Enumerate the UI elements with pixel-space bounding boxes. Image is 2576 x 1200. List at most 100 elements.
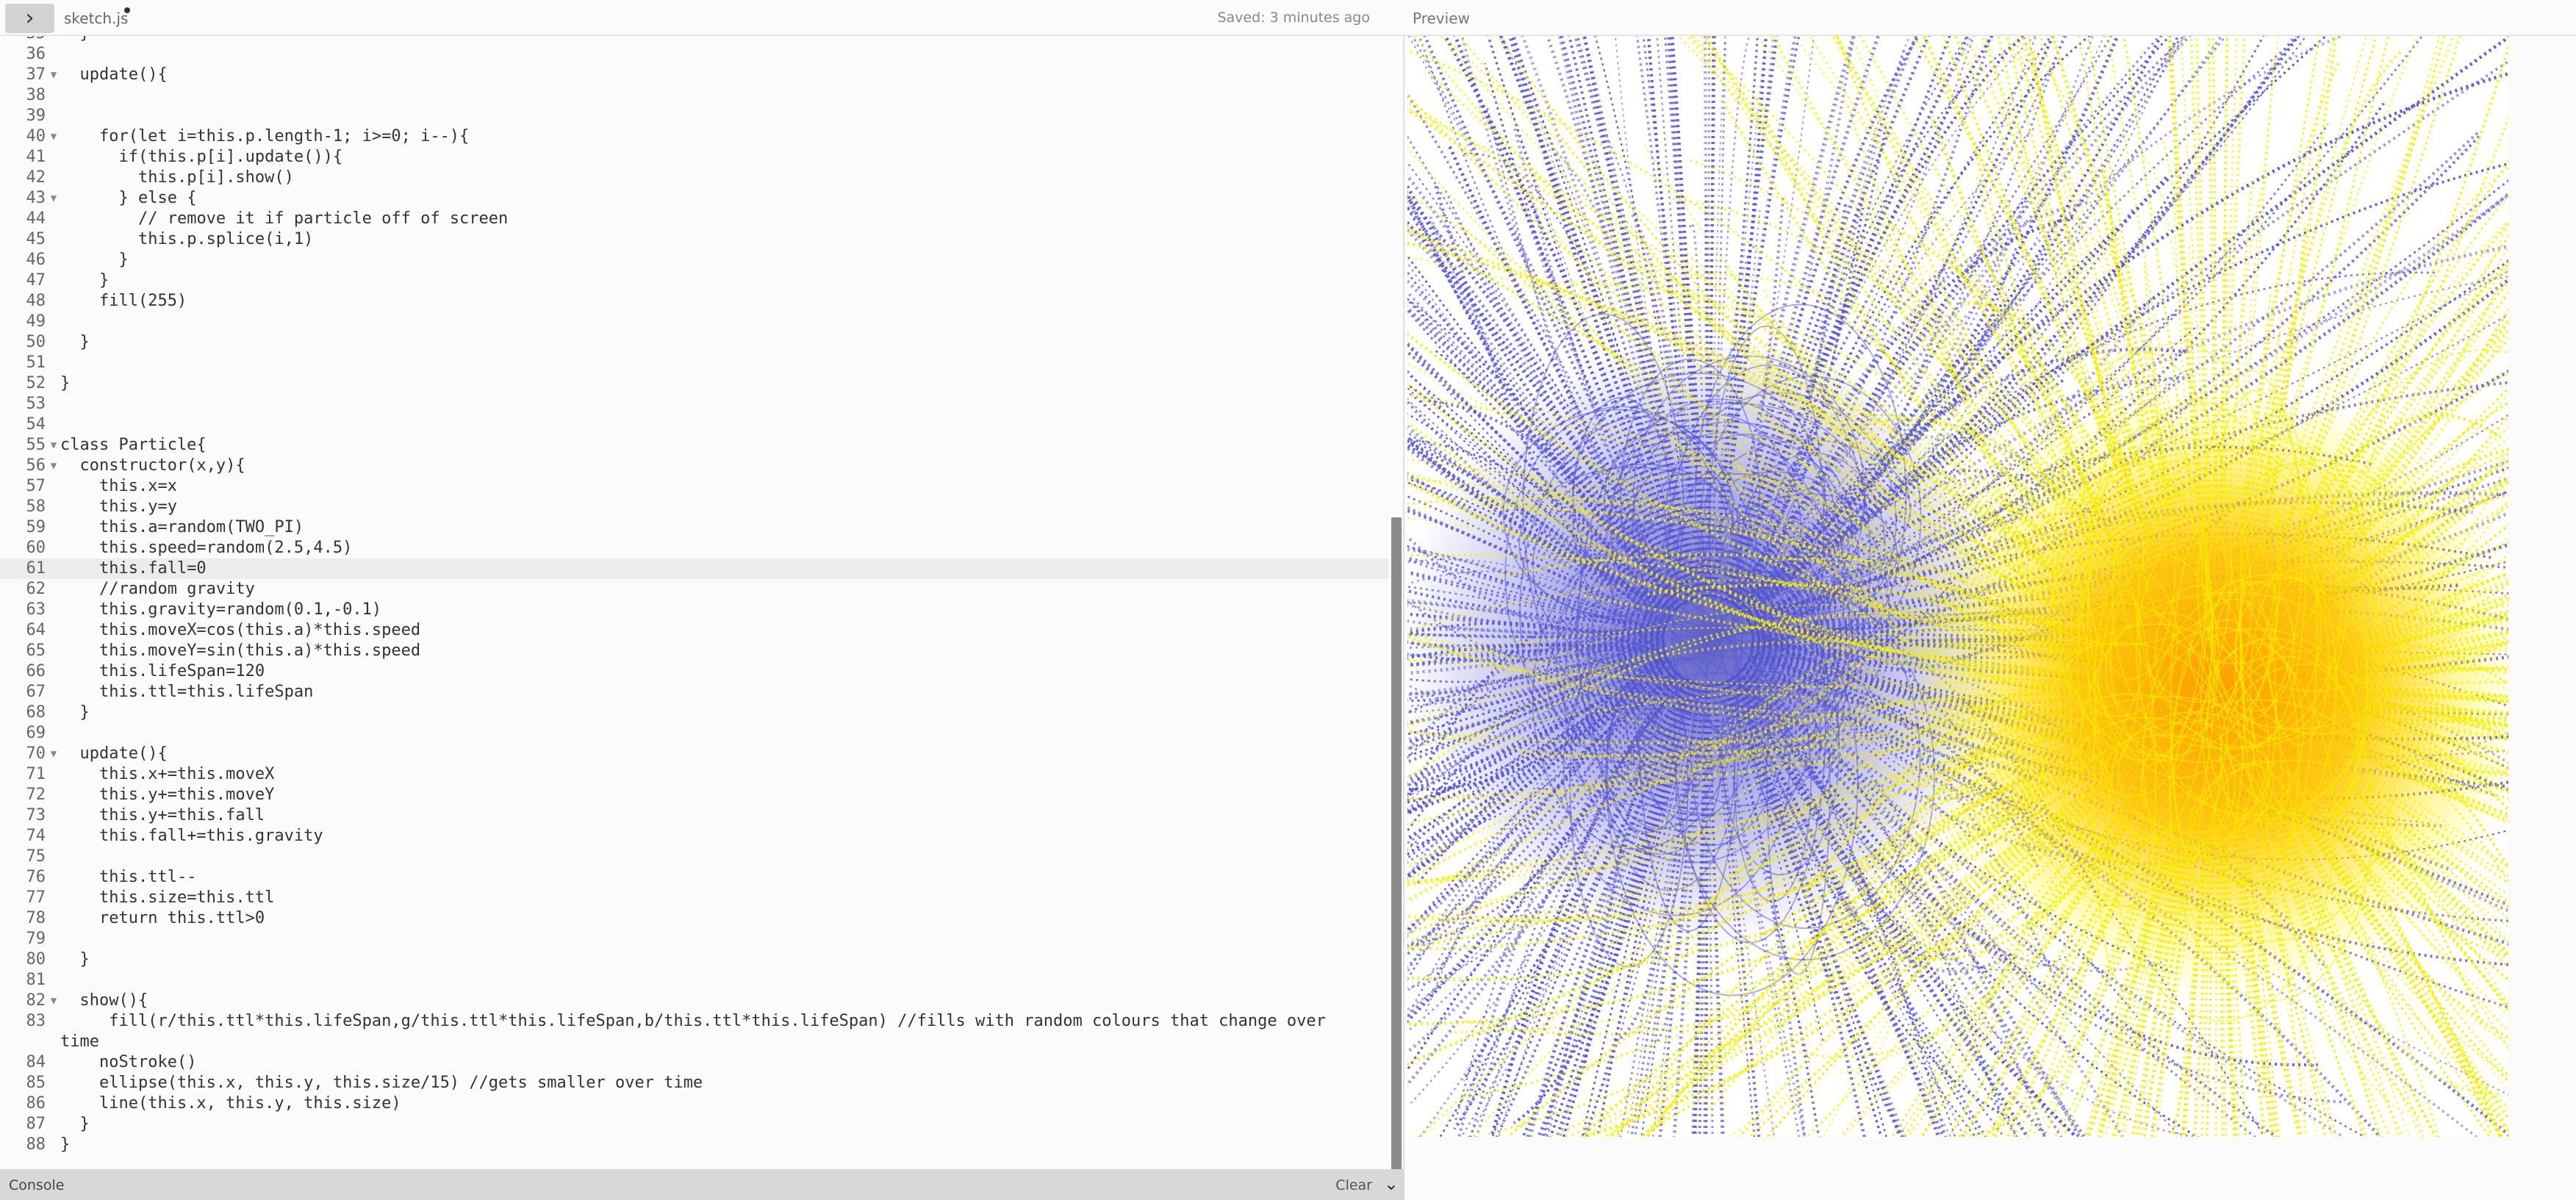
code-text: fill(r/this.ttl*this.lifeSpan,g/this.ttl… <box>60 1012 1336 1051</box>
particle-trail <box>1721 493 1898 615</box>
code-text <box>60 85 1389 106</box>
code-text: for(let i=this.p.length-1; i>=0; i--){ <box>60 127 470 145</box>
particle-trail <box>1743 667 2367 1137</box>
particle-trail <box>2078 36 2211 647</box>
particle-trail <box>1741 123 2329 614</box>
particle-trail <box>1407 634 2174 724</box>
code-row: 46 } <box>0 250 1389 270</box>
code-text: return this.ttl>0 <box>60 909 265 927</box>
particle-trail <box>1407 298 1678 611</box>
line-number: 71 <box>26 765 46 783</box>
code-row: 80 } <box>0 949 1389 970</box>
line-number: 77 <box>26 888 46 907</box>
particle-trail <box>1407 699 2175 887</box>
code-row: 65 this.moveY=sin(this.a)*this.speed <box>0 641 1389 661</box>
fold-marker <box>46 106 62 126</box>
preview-canvas <box>1407 36 2508 1137</box>
particle-trail <box>1756 36 2192 655</box>
particle-trail <box>2100 732 2208 1129</box>
line-number: 47 <box>26 271 46 290</box>
particle-trail <box>2224 36 2334 647</box>
particle-trail <box>2020 36 2206 649</box>
particle-trail <box>1407 658 2174 691</box>
particle-trail <box>2169 637 2373 1002</box>
code-text: fill(255) <box>60 292 187 310</box>
particle-trail <box>1501 553 2175 685</box>
particle-trail <box>2245 722 2508 1109</box>
fold-marker <box>46 332 62 353</box>
particle-trail <box>1407 703 2176 935</box>
particle-trail <box>1572 373 1826 619</box>
fold-marker <box>46 36 62 44</box>
particle-trail <box>1746 376 2193 621</box>
code-text: show(){ <box>60 991 148 1010</box>
particle-trail <box>1923 718 2186 952</box>
filename[interactable]: sketch.js <box>64 10 129 27</box>
particle-trail <box>1722 36 1951 600</box>
particle-trail <box>1546 592 1740 766</box>
particle-trail <box>1640 473 1840 659</box>
particle-trail <box>1740 669 2072 971</box>
code-text: this.y+=this.fall <box>60 806 265 824</box>
particle-trail <box>2079 612 2255 892</box>
particle-trail <box>1407 579 2174 689</box>
scrollbar[interactable] <box>1391 517 1402 1169</box>
line-number: 45 <box>26 230 46 248</box>
particle-trail <box>2104 592 2358 750</box>
particle-trail <box>1732 36 2163 606</box>
code-row: 57 this.x=x <box>0 476 1389 497</box>
code-text: } <box>60 251 129 269</box>
particle-trail <box>1930 115 2199 652</box>
line-number: 76 <box>26 868 46 886</box>
particle-trail <box>2189 760 2392 891</box>
fold-marker: ▼ <box>50 439 57 451</box>
code-text: } <box>60 374 71 392</box>
particle-trail <box>1755 97 2191 657</box>
save-status: Saved: 3 minutes ago <box>1217 10 1370 26</box>
particle-trail <box>1980 36 2204 650</box>
code-text: this.x=x <box>60 477 177 495</box>
line-number: 56 <box>26 456 46 475</box>
particle-trail <box>1922 36 2201 651</box>
fold-marker: ▼ <box>50 69 57 81</box>
particle-trail <box>1764 457 1845 727</box>
code-text: } <box>60 950 90 969</box>
line-number: 39 <box>26 107 46 125</box>
collapse-console[interactable]: ⌄ <box>1383 1174 1399 1194</box>
particle-trail <box>2014 36 2206 649</box>
code-row: 73 this.y+=this.fall <box>0 805 1389 826</box>
particle-trail <box>1490 680 1693 1137</box>
fold-marker: ▼ <box>50 995 57 1007</box>
code-row: 85 ellipse(this.x, this.y, this.size/15)… <box>0 1073 1389 1093</box>
particle-trail <box>2206 389 2307 747</box>
particle-trail <box>1720 97 2190 658</box>
fold-marker <box>46 661 62 682</box>
particle-trail <box>1620 358 1760 638</box>
line-number: 62 <box>26 580 46 598</box>
line-number: 58 <box>26 497 46 516</box>
code-row: 77 this.size=this.ttl <box>0 888 1389 908</box>
particle-trail <box>1729 36 2106 604</box>
particle-trail <box>2019 496 2228 646</box>
particle-trail <box>2154 585 2243 722</box>
fold-marker <box>46 1011 62 1052</box>
code-row: 52} <box>0 373 1389 394</box>
code-row: 82 ▼ show(){ <box>0 991 1389 1011</box>
code-row: 74 this.fall+=this.gravity <box>0 826 1389 847</box>
code-text: //random gravity <box>60 580 255 598</box>
particle-trail <box>2100 721 2275 847</box>
particle-trail <box>2220 733 2266 1137</box>
code-text <box>60 414 1389 435</box>
particle-trail <box>2250 522 2508 664</box>
code-row: 88} <box>0 1135 1389 1155</box>
fold-marker <box>46 888 62 908</box>
code-text: this.p[i].show() <box>60 168 294 187</box>
particle-trail <box>1723 680 1941 1137</box>
toggle-sidebar-button[interactable]: › <box>5 4 54 33</box>
clear-button[interactable]: Clear <box>1335 1177 1372 1193</box>
code-text <box>60 970 1389 991</box>
particle-trail <box>1735 215 2075 608</box>
code-text: this.gravity=random(0.1,-0.1) <box>60 600 382 619</box>
